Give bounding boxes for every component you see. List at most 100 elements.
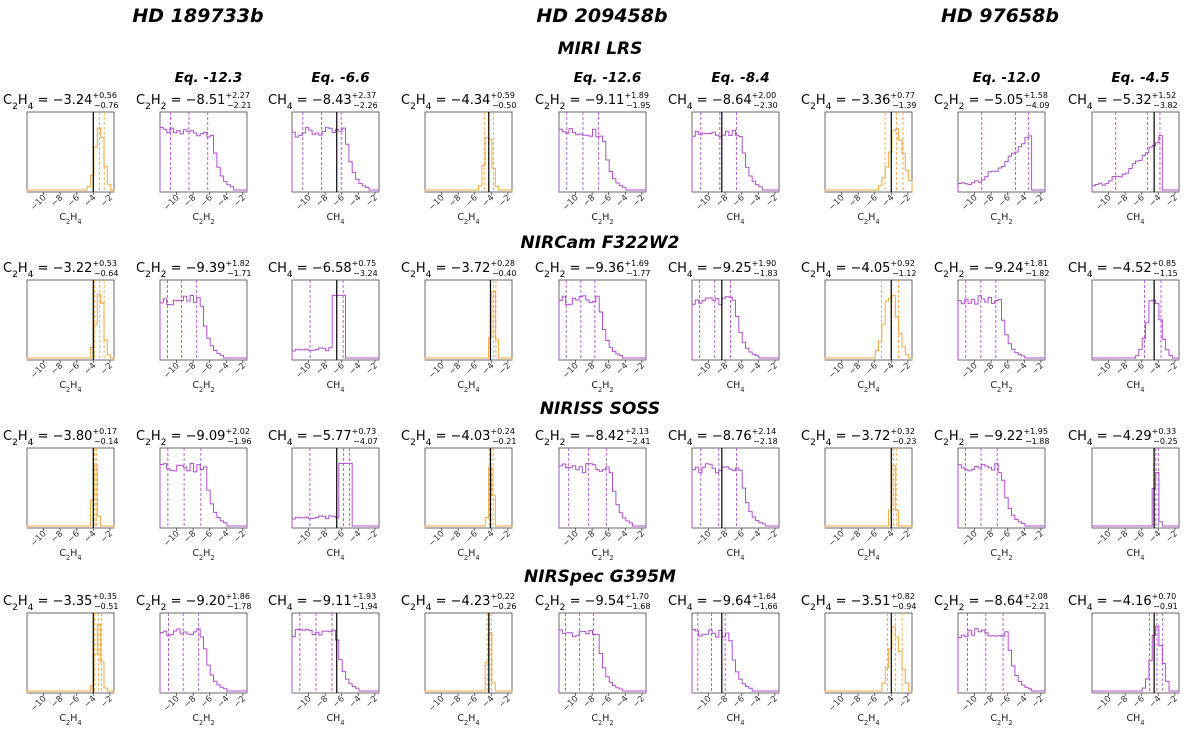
panel-frame xyxy=(424,111,513,193)
x-tick-label: −6 xyxy=(598,193,614,209)
histogram-series xyxy=(159,463,248,528)
x-tick-label: −8 xyxy=(314,694,330,710)
x-tick-label: −2 xyxy=(232,193,248,209)
x-tick-label: −2 xyxy=(1030,361,1046,377)
x-axis-label: C2H4 xyxy=(857,713,879,727)
posterior-panel: C2H2 = −9.09+2.02 −1.96 −10 −8 −6 −4 −2 C2H2 xyxy=(136,427,251,562)
planet-title-1: HD 189733b xyxy=(132,5,263,27)
x-tick-label: −10 xyxy=(427,361,447,381)
histogram-series xyxy=(291,294,380,360)
histogram-series xyxy=(291,462,380,528)
equilibrium-label: Eq. -8.4 xyxy=(711,70,769,86)
x-axis-label: C2H2 xyxy=(192,548,214,562)
instrument-title: MIRI LRS xyxy=(558,39,643,59)
instrument-title: NIRCam F322W2 xyxy=(521,233,680,253)
x-tick-label: −10 xyxy=(561,529,581,549)
panel-frame xyxy=(824,612,913,694)
x-axis-label: CH4 xyxy=(326,713,344,727)
panel-retrieval-value: CH4 = −8.64+2.00 −2.30 xyxy=(668,91,778,112)
x-tick-label: −4 xyxy=(614,361,630,377)
planet-title-3: HD 97658b xyxy=(941,5,1059,27)
panel-frame xyxy=(424,612,513,694)
x-tick-label: −6 xyxy=(997,529,1013,545)
posterior-panel: C2H4 = −4.05+0.92 −1.12 −10 −8 −6 −4 −2 C2H4 xyxy=(801,259,916,394)
posterior-panel: CH4 = −4.16+0.70 −0.91 −10 −8 −6 −4 −2 CH4 xyxy=(1068,592,1180,727)
x-tick-label: −10 xyxy=(29,694,49,714)
panel-retrieval-value: CH4 = −4.16+0.70 −0.91 xyxy=(1068,592,1178,613)
histogram-series xyxy=(159,628,248,693)
x-axis-label: C2H2 xyxy=(192,713,214,727)
instrument-title: NIRSpec G395M xyxy=(524,567,676,587)
x-axis-label: C2H4 xyxy=(857,212,879,226)
x-axis-label: CH4 xyxy=(726,212,744,226)
x-tick-label: −4 xyxy=(880,193,896,209)
x-tick-label: −6 xyxy=(331,694,347,710)
panel-retrieval-value: CH4 = −9.11+1.93 −1.94 xyxy=(268,592,378,613)
posterior-panel: CH4 = −8.76+2.14 −2.18 −10 −8 −6 −4 −2 CH4 xyxy=(668,427,780,562)
x-tick-label: −4 xyxy=(1013,193,1029,209)
x-tick-label: −6 xyxy=(199,529,215,545)
x-axis-label: C2H2 xyxy=(591,713,613,727)
panel-retrieval-value: C2H2 = −5.05+1.58 −4.09 xyxy=(934,91,1049,112)
x-tick-label: −2 xyxy=(764,529,780,545)
posterior-panel: CH4 = −6.58+0.75 −3.24 −10 −8 −6 −4 −2 CH4 xyxy=(268,259,380,394)
x-tick-label: −4 xyxy=(215,529,231,545)
panel-frame xyxy=(424,279,513,361)
x-tick-label: −2 xyxy=(1030,529,1046,545)
histogram-series xyxy=(291,127,380,192)
x-tick-label: −4 xyxy=(880,529,896,545)
instrument-title: NIRISS SOSS xyxy=(540,399,660,419)
x-tick-label: −4 xyxy=(1013,694,1029,710)
x-tick-label: −4 xyxy=(347,529,363,545)
x-tick-label: −6 xyxy=(598,694,614,710)
panel-retrieval-value: C2H2 = −8.42+2.13 −2.41 xyxy=(535,427,650,448)
posterior-panel: C2H2 = −9.24+1.81 −1.82 −10 −8 −6 −4 −2 C2H2 xyxy=(934,259,1049,394)
x-tick-label: −8 xyxy=(714,529,730,545)
panel-frame xyxy=(1091,612,1180,694)
x-tick-label: −8 xyxy=(980,529,996,545)
x-axis-label: C2H2 xyxy=(990,548,1012,562)
posterior-panel: CH4 = −5.77+0.73 −4.07 −10 −8 −6 −4 −2 CH4 xyxy=(268,427,380,562)
x-tick-label: −8 xyxy=(847,361,863,377)
equilibrium-label: Eq. -12.3 xyxy=(175,70,243,86)
posterior-panel: C2H2 = −9.36+1.69 −1.77 −10 −8 −6 −4 −2 C2H2 xyxy=(535,259,650,394)
x-tick-label: −8 xyxy=(182,529,198,545)
x-tick-label: −10 xyxy=(827,361,847,381)
x-tick-label: −10 xyxy=(694,193,714,213)
x-tick-label: −2 xyxy=(897,193,913,209)
x-tick-label: −8 xyxy=(314,361,330,377)
x-tick-label: −8 xyxy=(314,529,330,545)
posterior-panel: C2H2 = −9.20+1.86 −1.78 −10 −8 −6 −4 −2 C2H2 xyxy=(136,592,251,727)
histogram-series xyxy=(1091,625,1180,693)
x-tick-label: −10 xyxy=(294,193,314,213)
x-axis-label: C2H2 xyxy=(591,548,613,562)
x-tick-label: −2 xyxy=(631,529,647,545)
x-tick-label: −2 xyxy=(764,193,780,209)
x-axis-label: C2H4 xyxy=(857,380,879,394)
x-tick-label: −4 xyxy=(347,361,363,377)
panel-frame xyxy=(291,612,380,694)
histogram-series xyxy=(1091,135,1180,192)
x-tick-label: −8 xyxy=(447,529,463,545)
x-tick-label: −8 xyxy=(980,193,996,209)
x-axis-label: C2H4 xyxy=(457,548,479,562)
histogram-series xyxy=(424,467,513,528)
panel-retrieval-value: C2H2 = −8.51+2.27 −2.21 xyxy=(136,91,251,112)
panel-retrieval-value: C2H2 = −9.39+1.82 −1.71 xyxy=(136,259,251,280)
x-tick-label: −4 xyxy=(1147,193,1163,209)
posterior-panel: C2H4 = −3.51+0.82 −0.94 −10 −8 −6 −4 −2 C2H4 xyxy=(801,592,916,727)
x-tick-label: −4 xyxy=(1013,361,1029,377)
x-tick-label: −6 xyxy=(731,694,747,710)
posterior-panel: C2H4 = −3.24+0.56 −0.76 −10 −8 −6 −4 −2 C2H4 xyxy=(3,91,118,226)
panel-retrieval-value: C2H4 = −4.34+0.59 −0.50 xyxy=(401,91,516,112)
x-tick-label: −2 xyxy=(764,694,780,710)
x-tick-label: −6 xyxy=(331,361,347,377)
posterior-panel: CH4 = −9.64+1.64 −1.66 −10 −8 −6 −4 −2 CH4 xyxy=(668,592,780,727)
x-tick-label: −10 xyxy=(1094,694,1114,714)
histogram-series xyxy=(691,129,780,192)
x-tick-label: −6 xyxy=(598,529,614,545)
x-tick-label: −8 xyxy=(714,694,730,710)
x-tick-label: −2 xyxy=(631,193,647,209)
x-tick-label: −8 xyxy=(1114,694,1130,710)
